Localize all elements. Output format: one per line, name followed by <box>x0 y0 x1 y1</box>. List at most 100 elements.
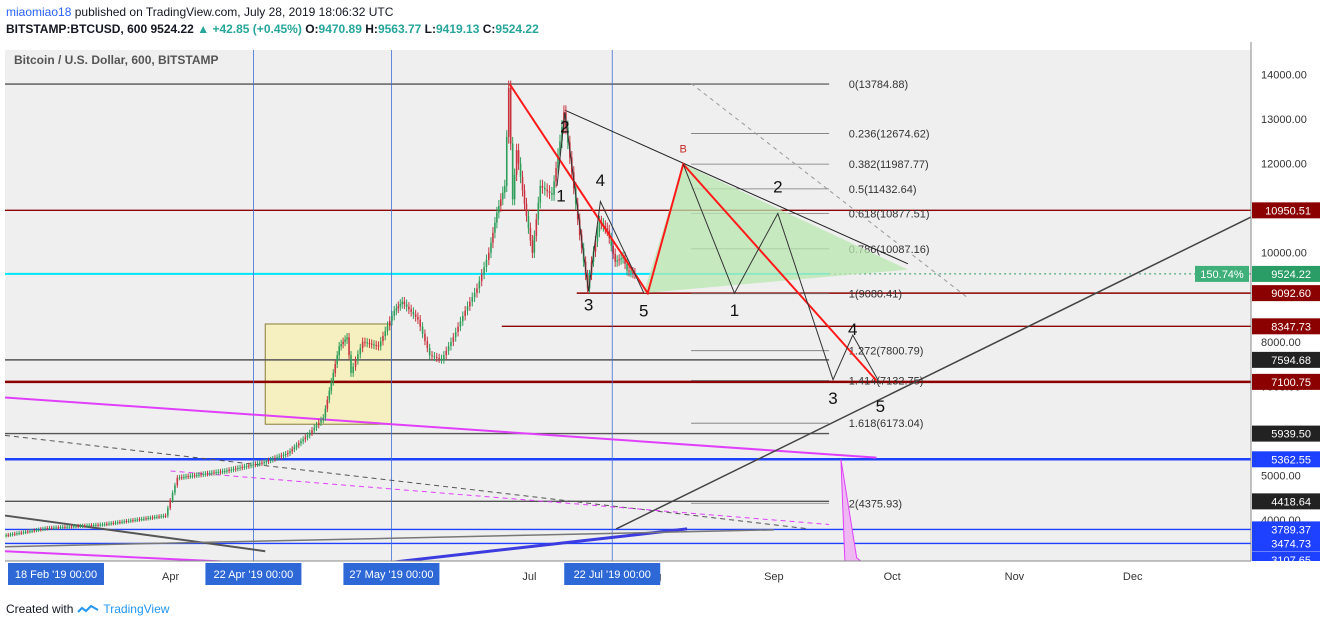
candle-body <box>424 333 426 341</box>
candle-body <box>221 471 224 473</box>
candle-body <box>401 301 404 304</box>
candle-body <box>461 315 464 322</box>
author-link[interactable]: miaomiao18 <box>6 5 72 19</box>
time-tick-label: Jul <box>522 571 536 583</box>
candle-body <box>101 524 104 526</box>
candle-body <box>189 475 192 477</box>
wave-label-2: 2 <box>773 178 782 197</box>
candle-body <box>412 311 415 315</box>
candle-body <box>169 500 172 508</box>
price-tick-label: 12000.00 <box>1261 159 1307 171</box>
candle-body <box>361 341 364 349</box>
candle-body <box>178 477 181 479</box>
candle-body <box>332 372 335 382</box>
candle-body <box>397 306 400 309</box>
price-tag-box <box>1252 285 1320 302</box>
candle-body <box>284 453 287 455</box>
price-chart[interactable]: 0(13784.88) 0.236(12674.62) 0.382(11987.77… <box>0 42 1321 590</box>
wave-projection-layer <box>508 83 908 562</box>
chart-title: Bitcoin / U.S. Dollar, 600, BITSTAMP <box>14 53 218 67</box>
candle-body <box>399 303 402 307</box>
price-tag-box <box>1252 535 1320 552</box>
candle-body <box>440 358 443 360</box>
candle-body <box>476 288 478 293</box>
candle-body <box>509 87 512 144</box>
candle-body <box>206 473 209 475</box>
candle-body <box>435 356 438 358</box>
candle-body <box>618 259 620 261</box>
candle-body <box>22 532 25 534</box>
trendline-4 <box>4 529 774 548</box>
candle-body <box>256 463 259 465</box>
candle-body <box>66 526 68 528</box>
candle-body <box>408 306 410 310</box>
candle-body <box>377 345 380 347</box>
fib-level-label: 0(13784.88) <box>849 79 908 91</box>
candle-body <box>452 337 455 342</box>
candle-body <box>628 270 630 272</box>
candle-body <box>112 522 115 524</box>
candle-body <box>622 257 624 259</box>
candle-body <box>156 516 158 518</box>
wave-labels-layer: 1 2 3 4 5 B 1 2 4 3 5 <box>556 117 885 415</box>
candle-body <box>496 212 498 223</box>
candle-body <box>198 474 200 476</box>
tradingview-brand[interactable]: TradingView <box>103 602 170 616</box>
candle-body <box>9 534 12 536</box>
candle-body <box>352 366 354 373</box>
candle-body <box>136 519 139 521</box>
candle-body <box>226 470 228 472</box>
low-value: 9419.13 <box>436 22 480 36</box>
price-tag-label: 7594.68 <box>1271 355 1311 367</box>
candle-body <box>191 475 194 477</box>
up-arrow-icon: ▲ <box>197 22 210 36</box>
candle-body <box>515 150 518 175</box>
candle-body <box>533 236 536 253</box>
candle-body <box>269 459 272 461</box>
candle-body <box>123 521 126 523</box>
candle-body <box>84 525 86 527</box>
candle-body <box>274 458 276 460</box>
candle-body <box>183 476 185 478</box>
candle-body <box>110 523 112 525</box>
candle-body <box>50 527 53 529</box>
candle-body <box>324 408 327 418</box>
created-with-label: Created with <box>6 602 74 616</box>
candle-body <box>297 443 300 446</box>
candle-body <box>202 474 205 476</box>
candle-body <box>7 534 10 536</box>
fib-level-label: 0.618(10877.51) <box>849 209 930 221</box>
candle-body <box>132 520 134 522</box>
candle-body <box>469 301 471 307</box>
candle-body <box>185 476 187 478</box>
candle-body <box>490 242 492 253</box>
candle-body <box>72 526 75 528</box>
price-tag-label: 3474.73 <box>1271 538 1311 550</box>
candle-body <box>59 527 62 529</box>
candle-body <box>289 451 291 454</box>
trendline-5 <box>615 216 1252 530</box>
candle-body <box>208 473 211 475</box>
candle-body <box>478 281 481 289</box>
candle-body <box>243 466 246 468</box>
candle-body <box>370 343 373 345</box>
candle-body <box>447 346 450 351</box>
candle-body <box>373 344 375 346</box>
candle-body <box>278 456 281 458</box>
candle-body <box>129 520 132 522</box>
candle-body <box>200 474 202 476</box>
candle-body <box>75 526 77 528</box>
candle-body <box>215 472 217 474</box>
ohlc-bar: BITSTAMP:BTCUSD, 600 9524.22 ▲ +42.85 (+… <box>6 22 539 36</box>
price-tag-label: 7100.75 <box>1271 377 1311 389</box>
wave-label-5: 5 <box>639 301 648 320</box>
candle-body <box>612 246 615 254</box>
low-label: L: <box>424 22 436 36</box>
candle-body <box>239 467 241 469</box>
candle-body <box>81 525 84 527</box>
candle-body <box>480 274 483 282</box>
plot-area[interactable] <box>5 50 1251 561</box>
candle-body <box>18 532 20 534</box>
candle-body <box>535 219 538 237</box>
candle-body <box>276 457 278 459</box>
